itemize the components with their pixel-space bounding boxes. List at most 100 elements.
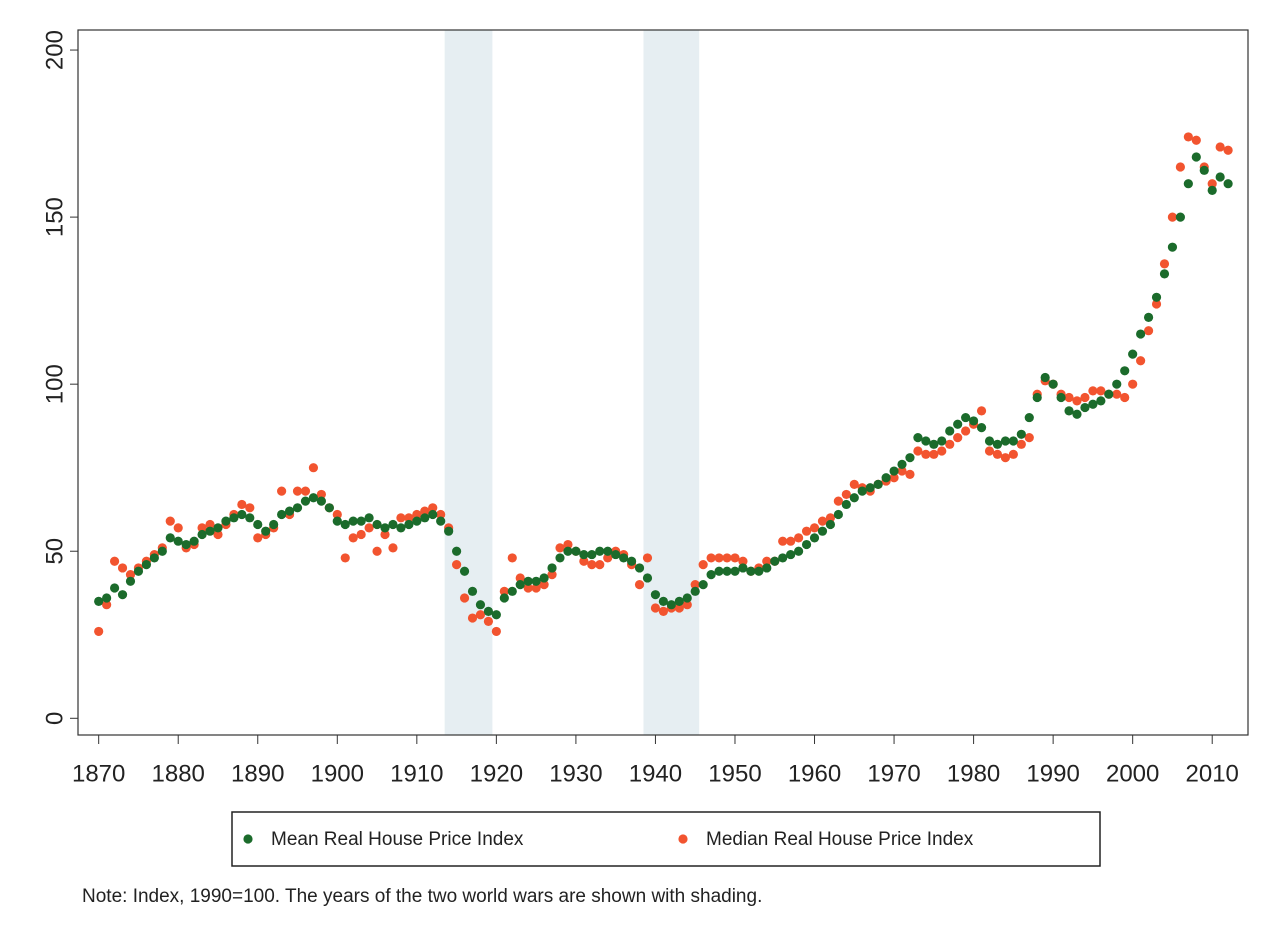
y-tick-label: 150: [41, 197, 68, 237]
point: [428, 509, 438, 520]
point: [690, 586, 700, 596]
point: [1143, 326, 1154, 336]
legend-label: Median Real House Price Index: [706, 829, 974, 850]
point: [499, 586, 509, 596]
point: [825, 519, 836, 530]
point: [324, 503, 334, 513]
point: [1000, 436, 1011, 446]
point: [515, 580, 525, 590]
point: [746, 566, 756, 576]
point: [603, 553, 613, 563]
point: [786, 536, 796, 546]
point: [1136, 356, 1146, 366]
point: [857, 486, 867, 496]
point: [849, 479, 859, 490]
point: [1183, 179, 1193, 189]
point: [364, 523, 374, 533]
point: [531, 576, 541, 586]
point: [451, 559, 462, 570]
point: [300, 486, 311, 496]
point: [937, 446, 947, 456]
point: [579, 549, 589, 560]
x-tick-label: 1870: [72, 760, 125, 787]
point: [412, 509, 422, 520]
point: [801, 539, 812, 550]
point: [563, 546, 573, 556]
point: [340, 553, 350, 563]
point: [642, 553, 653, 563]
point: [348, 516, 358, 526]
war-shading: [643, 30, 700, 735]
point: [205, 519, 215, 530]
point: [133, 566, 144, 576]
point: [619, 553, 629, 563]
point: [706, 553, 716, 563]
point: [428, 503, 438, 513]
point: [467, 586, 478, 596]
point: [642, 573, 653, 583]
point: [650, 603, 661, 613]
point: [984, 436, 995, 446]
point: [237, 509, 247, 520]
x-tick-label: 1920: [470, 760, 523, 787]
point: [1151, 299, 1162, 309]
point: [523, 583, 533, 593]
point: [801, 526, 812, 536]
point: [1072, 409, 1082, 419]
y-tick-label: 200: [41, 30, 68, 70]
point: [356, 529, 366, 540]
point: [475, 610, 486, 620]
point: [706, 570, 716, 580]
point: [937, 436, 947, 446]
y-tick-label: 50: [41, 538, 68, 565]
y-tick-label: 0: [41, 712, 68, 725]
point: [547, 570, 557, 580]
point: [1167, 242, 1178, 252]
point: [1048, 379, 1058, 389]
point: [945, 426, 955, 436]
point: [571, 546, 581, 556]
point: [770, 556, 780, 566]
point: [1080, 392, 1090, 403]
x-tick-label: 1990: [1026, 760, 1079, 787]
point: [316, 489, 326, 500]
point: [284, 506, 295, 516]
point: [1191, 152, 1201, 162]
x-tick-label: 1880: [152, 760, 205, 787]
point: [658, 596, 668, 606]
point: [762, 563, 772, 573]
point: [483, 616, 494, 626]
point: [1088, 399, 1098, 409]
point: [292, 486, 303, 496]
point: [897, 459, 907, 469]
point: [865, 483, 875, 493]
point: [483, 606, 494, 616]
point: [555, 543, 565, 553]
point: [475, 600, 486, 610]
point: [1199, 165, 1209, 175]
point: [841, 499, 851, 510]
point: [825, 513, 836, 523]
point: [444, 526, 454, 536]
point: [674, 596, 684, 606]
point: [189, 536, 199, 546]
war-shading: [444, 30, 493, 735]
point: [436, 509, 446, 520]
point: [1175, 212, 1185, 222]
point: [253, 533, 263, 543]
point: [380, 523, 390, 533]
point: [125, 570, 136, 580]
point: [1128, 379, 1138, 389]
point: [396, 513, 406, 523]
point: [364, 513, 374, 523]
point: [984, 446, 995, 456]
point: [794, 533, 804, 543]
plot-frame: [77, 29, 1249, 736]
point: [523, 576, 533, 586]
point: [889, 473, 899, 483]
point: [634, 563, 645, 573]
point: [889, 466, 899, 476]
x-tick-label: 1940: [629, 760, 682, 787]
point: [786, 549, 796, 560]
point: [897, 466, 907, 476]
